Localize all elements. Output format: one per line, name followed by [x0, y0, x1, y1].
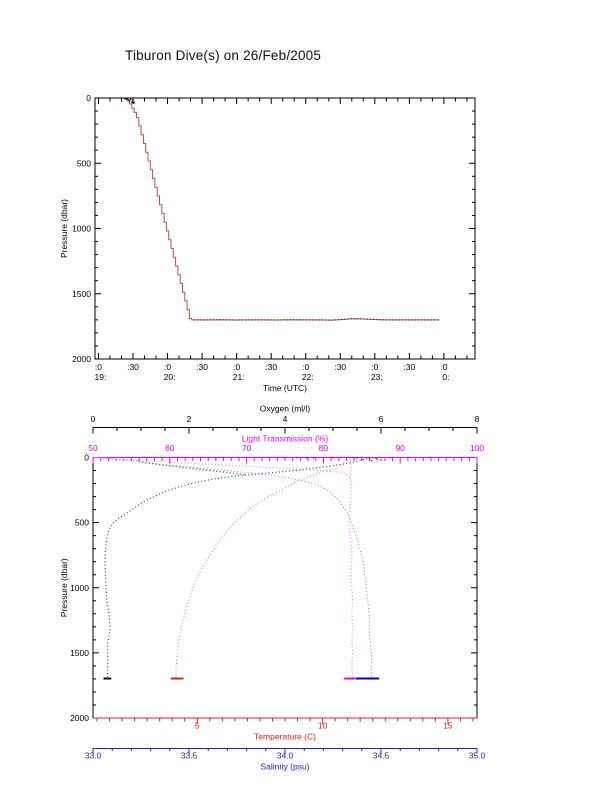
- top-chart-xlabel: Time (UTC): [263, 383, 307, 393]
- svg-text:34.0: 34.0: [277, 751, 294, 761]
- bottom-chart: 0 500 1000 1500 2000 Pressure (dbar) 0 2 4 6 8 Oxyg…: [59, 404, 486, 772]
- svg-text:500: 500: [75, 518, 89, 528]
- svg-text:6: 6: [379, 414, 384, 424]
- svg-text:33.5: 33.5: [181, 751, 198, 761]
- light-transmission-axis: 50 60 70 80 90 100 Light Transmission (%): [88, 434, 484, 464]
- svg-text::30: :30: [403, 362, 415, 372]
- pressure-axis-bottom: 0 500 1000 1500 2000 Pressure (dbar): [59, 453, 478, 723]
- svg-text:50: 50: [88, 443, 98, 453]
- light-transmission-trace: [96, 457, 351, 479]
- svg-text:2000: 2000: [72, 354, 91, 364]
- svg-text::0: :0: [95, 362, 102, 372]
- svg-text:22:: 22:: [302, 372, 314, 382]
- svg-text:80: 80: [319, 443, 329, 453]
- svg-text:21:: 21:: [233, 372, 245, 382]
- svg-text::30: :30: [334, 362, 346, 372]
- oxygen-axis-label: Oxygen (ml/l): [260, 404, 311, 414]
- salinity-axis-label: Salinity (psu): [260, 762, 309, 772]
- pressure-axis-top: 0 500 1000 1500 2000 Pressure (dbar): [59, 93, 475, 364]
- svg-text:34.5: 34.5: [373, 751, 390, 761]
- svg-text:1500: 1500: [72, 289, 91, 299]
- svg-text:8: 8: [475, 414, 480, 424]
- svg-text:70: 70: [242, 443, 252, 453]
- svg-text:0: 0: [91, 414, 96, 424]
- svg-text:20:: 20:: [164, 372, 176, 382]
- oxygen-trace: [104, 457, 374, 678]
- svg-text::0: :0: [371, 362, 378, 372]
- bottom-drift-dots: [194, 318, 440, 321]
- figure-title: Tiburon Dive(s) on 26/Feb/2005: [125, 48, 322, 63]
- svg-text:0: 0: [86, 93, 91, 103]
- svg-text::0: :0: [302, 362, 309, 372]
- temperature-axis: 5 10 15 Temperature (C): [93, 717, 477, 742]
- salinity-axis: 33.0 33.5 34.0 34.5 35.0 Salinity (psu): [85, 748, 486, 772]
- svg-text:500: 500: [77, 158, 91, 168]
- svg-text:60: 60: [165, 443, 175, 453]
- light-transmission-axis-label: Light Transmission (%): [242, 434, 329, 444]
- oxygen-curve: [103, 456, 382, 680]
- light-transmission-trace: [347, 457, 354, 678]
- salinity-trace: [98, 457, 372, 678]
- oxygen-trace: [138, 461, 247, 476]
- svg-text:0:: 0:: [442, 372, 449, 382]
- dive-profile: [124, 97, 440, 321]
- svg-text::30: :30: [127, 362, 139, 372]
- svg-text:1500: 1500: [70, 648, 89, 658]
- svg-text:35.0: 35.0: [469, 751, 486, 761]
- svg-text::30: :30: [265, 362, 277, 372]
- temperature-curve: [170, 456, 454, 680]
- svg-text:19:: 19:: [95, 372, 107, 382]
- time-axis: :019::30:020::30:021::30:022::30:023::30…: [95, 98, 468, 393]
- svg-text:1000: 1000: [70, 583, 89, 593]
- svg-text:23:: 23:: [371, 372, 383, 382]
- temperature-axis-label: Temperature (C): [254, 732, 316, 742]
- svg-text::0: :0: [233, 362, 240, 372]
- svg-text:5: 5: [195, 721, 200, 731]
- oxygen-axis: 0 2 4 6 8 Oxygen (ml/l): [91, 404, 480, 434]
- svg-text::0: :0: [164, 362, 171, 372]
- top-chart-ylabel: Pressure (dbar): [59, 199, 69, 258]
- svg-text::0: :0: [440, 362, 447, 372]
- dive-descent-line: [124, 98, 194, 321]
- svg-text:1000: 1000: [72, 224, 91, 234]
- svg-text:90: 90: [395, 443, 405, 453]
- salinity-curve: [96, 456, 380, 680]
- light-transmission-curve: [94, 456, 356, 680]
- svg-text:2000: 2000: [70, 713, 89, 723]
- svg-text:4: 4: [283, 414, 288, 424]
- svg-text:100: 100: [470, 443, 484, 453]
- svg-text:0: 0: [84, 453, 89, 463]
- bottom-chart-ylabel: Pressure (dbar): [59, 558, 69, 617]
- svg-text:33.0: 33.0: [85, 751, 102, 761]
- svg-text:2: 2: [187, 414, 192, 424]
- svg-text:15: 15: [443, 721, 453, 731]
- svg-text:10: 10: [318, 721, 328, 731]
- temperature-trace: [175, 457, 378, 678]
- svg-text::30: :30: [196, 362, 208, 372]
